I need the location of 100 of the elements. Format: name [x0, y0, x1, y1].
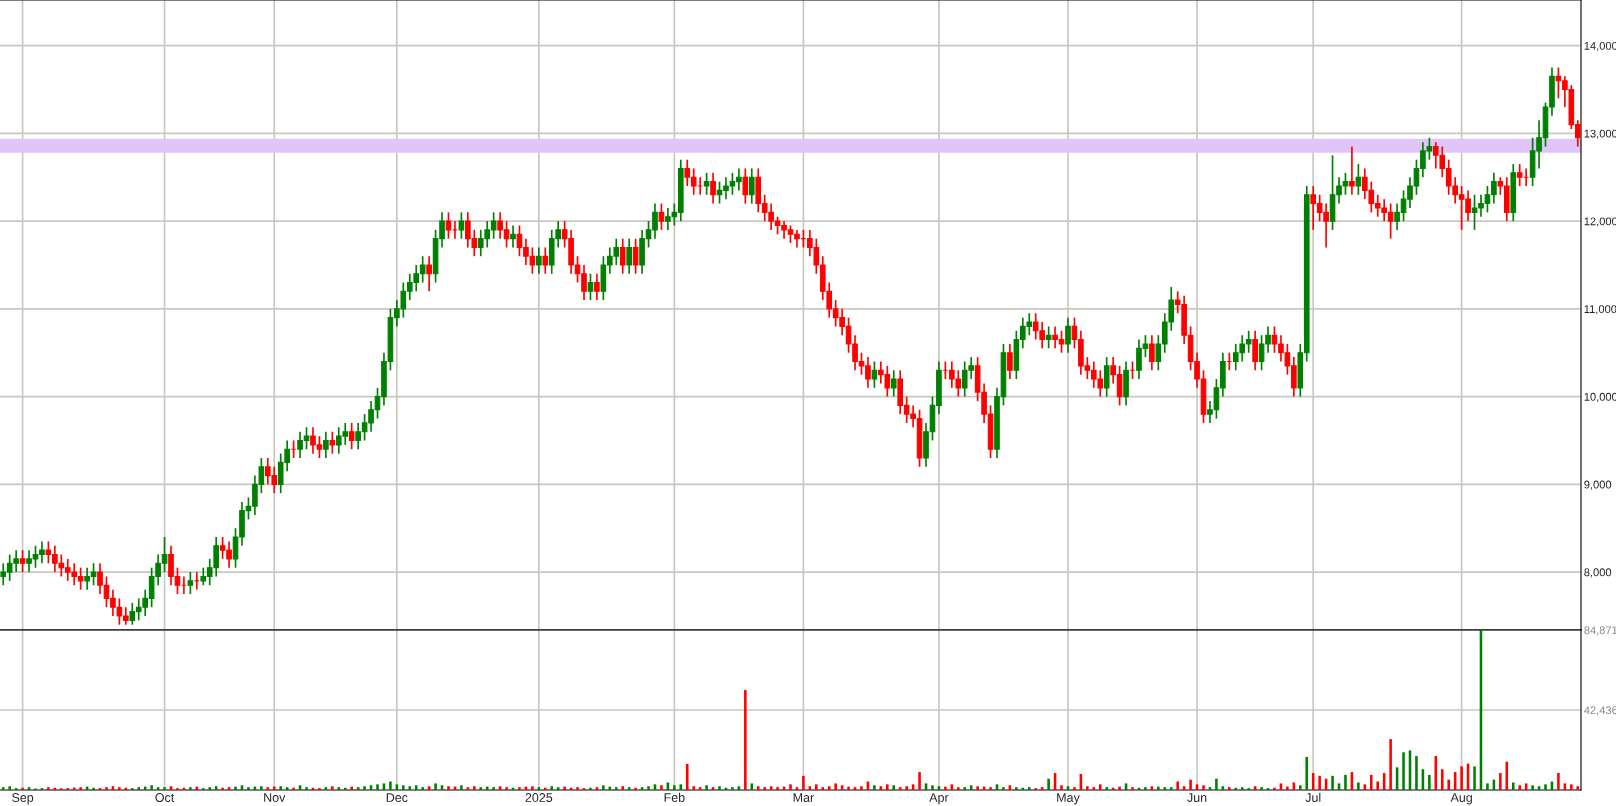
- bar: [873, 785, 876, 790]
- bar: [718, 786, 721, 790]
- bar: [931, 785, 934, 790]
- bar: [343, 787, 347, 790]
- candlestick: [187, 571, 194, 595]
- bar: [1428, 774, 1431, 790]
- bar: [1473, 766, 1476, 790]
- bar: [1447, 779, 1450, 790]
- bar: [1, 787, 5, 790]
- bar: [118, 787, 121, 790]
- bar: [234, 786, 237, 790]
- candlestick: [445, 211, 452, 240]
- bar: [1440, 769, 1444, 790]
- bar: [827, 786, 831, 790]
- bar: [1073, 787, 1076, 790]
- bar: [918, 772, 921, 790]
- bar: [1047, 778, 1050, 790]
- candlestick: [458, 211, 465, 240]
- bar: [1402, 752, 1405, 790]
- bar: [21, 787, 24, 790]
- bar: [279, 786, 282, 790]
- x-tick-label: Jul: [1305, 792, 1321, 802]
- bar: [1240, 787, 1244, 790]
- bar: [350, 786, 353, 790]
- bar: [1576, 786, 1580, 790]
- candlestick: [323, 430, 329, 459]
- bar: [989, 787, 992, 790]
- bar: [389, 781, 392, 790]
- bar: [1570, 784, 1573, 790]
- bar: [505, 787, 508, 790]
- bar: [802, 775, 805, 790]
- bar: [163, 787, 166, 790]
- bar: [79, 787, 82, 790]
- bar: [576, 787, 579, 790]
- bar: [1286, 786, 1289, 790]
- y-tick-label: 9,000: [1584, 480, 1612, 490]
- bar: [1369, 774, 1373, 790]
- bar: [408, 786, 412, 790]
- bar: [744, 690, 747, 790]
- bar: [92, 787, 95, 790]
- candlestick: [348, 422, 355, 451]
- y-tick-label: 11,000: [1584, 305, 1616, 315]
- bar: [492, 787, 495, 790]
- x-tick-label: Nov: [264, 793, 286, 802]
- bar: [602, 785, 605, 790]
- x-tick-label: Jun: [1187, 793, 1207, 802]
- candlestick: [703, 172, 710, 196]
- bar: [1169, 787, 1173, 790]
- bar: [1105, 787, 1108, 790]
- bar: [685, 763, 689, 790]
- bar: [621, 786, 625, 790]
- bar: [614, 787, 618, 790]
- bar: [1318, 775, 1321, 790]
- bar: [647, 786, 650, 790]
- candlestick: [890, 369, 897, 398]
- bar: [531, 786, 534, 790]
- bar: [815, 784, 818, 790]
- bar: [589, 787, 592, 790]
- bar: [756, 786, 760, 790]
- bar: [1144, 787, 1147, 790]
- x-tick-label: Mar: [793, 793, 814, 802]
- bar: [189, 787, 192, 790]
- x-tick-label: Sep: [12, 793, 34, 805]
- bar: [434, 783, 437, 790]
- bar: [1228, 787, 1231, 790]
- candlestick: [658, 202, 665, 231]
- bar: [763, 787, 766, 790]
- bar: [247, 787, 250, 790]
- bar: [1118, 786, 1121, 790]
- candlestick: [1103, 356, 1110, 398]
- bar: [1415, 756, 1418, 790]
- bar: [956, 787, 960, 790]
- candlestick: [871, 360, 878, 389]
- bar: [1557, 773, 1560, 790]
- bar: [260, 786, 263, 790]
- bar: [821, 787, 825, 790]
- bar: [860, 786, 863, 790]
- bar: [886, 784, 889, 790]
- bar: [705, 785, 708, 790]
- bar: [272, 786, 276, 790]
- candlestick: [1007, 343, 1013, 380]
- bar: [208, 787, 212, 790]
- bar: [563, 786, 566, 790]
- bar: [518, 787, 521, 790]
- bar: [789, 784, 792, 790]
- bar: [1060, 785, 1063, 790]
- bar: [543, 787, 547, 790]
- candlestick: [710, 172, 716, 205]
- x-tick-label: Feb: [664, 792, 685, 802]
- x-tick-label: May: [1057, 793, 1080, 805]
- candlestick: [748, 167, 755, 205]
- bar: [460, 785, 463, 790]
- bar: [776, 787, 779, 790]
- bar: [479, 787, 483, 790]
- candlestick: [329, 430, 336, 455]
- bar: [1234, 787, 1238, 790]
- candlestick: [1065, 316, 1071, 354]
- bar: [402, 785, 405, 790]
- x-tick-label: 2025: [525, 793, 553, 802]
- bar: [47, 787, 50, 790]
